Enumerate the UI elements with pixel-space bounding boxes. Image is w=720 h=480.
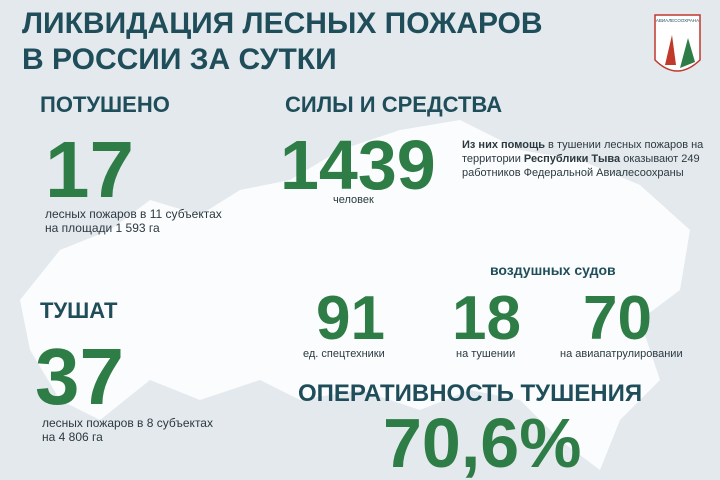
heading: ТУШАТ <box>40 298 118 323</box>
caption: на площади 1 593 га <box>45 221 160 235</box>
big-number: 37 <box>35 332 124 421</box>
subheading: воздушных судов <box>490 262 616 278</box>
logo-text: АВИАЛЕСООХРАНА <box>656 18 699 23</box>
note-line: работников Федеральной Авиалесоохраны <box>462 168 684 179</box>
heading: ОПЕРАТИВНОСТЬ ТУШЕНИЯ <box>298 380 643 407</box>
text: территории <box>462 153 524 165</box>
note-line: Из них помощь в тушении лесных пожаров н… <box>462 140 703 151</box>
text: оказывают 249 <box>620 153 700 165</box>
caption: на авиапатрулировании <box>560 348 683 360</box>
big-number: 91 <box>316 284 385 353</box>
caption: на 4 806 га <box>42 430 103 444</box>
big-number: 17 <box>45 125 134 214</box>
big-number: 1439 <box>280 126 436 204</box>
logo: АВИАЛЕСООХРАНА <box>654 14 701 72</box>
text: Республики Тыва <box>523 153 621 165</box>
title-line: В РОССИИ ЗА СУТКИ <box>22 43 337 76</box>
big-number: 70,6% <box>383 404 582 480</box>
caption: на тушении <box>456 348 516 360</box>
text: работников Федеральной Авиалесоохраны <box>462 167 684 179</box>
text: в тушении лесных пожаров на <box>544 139 704 151</box>
caption: ед. спецтехники <box>303 348 385 360</box>
title-line: ЛИКВИДАЦИЯ ЛЕСНЫХ ПОЖАРОВ <box>22 7 543 40</box>
caption: лесных пожаров в 11 субъектах <box>45 207 222 221</box>
big-number: 18 <box>452 284 521 353</box>
text: Из них помощь <box>462 139 545 151</box>
note-line: территории Республики Тыва оказывают 249 <box>462 154 700 165</box>
caption: лесных пожаров в 8 субъектах <box>42 416 213 430</box>
big-number: 70 <box>583 284 652 353</box>
caption: человек <box>333 194 374 206</box>
heading: ПОТУШЕНО <box>40 92 170 117</box>
heading: СИЛЫ И СРЕДСТВА <box>285 92 503 117</box>
